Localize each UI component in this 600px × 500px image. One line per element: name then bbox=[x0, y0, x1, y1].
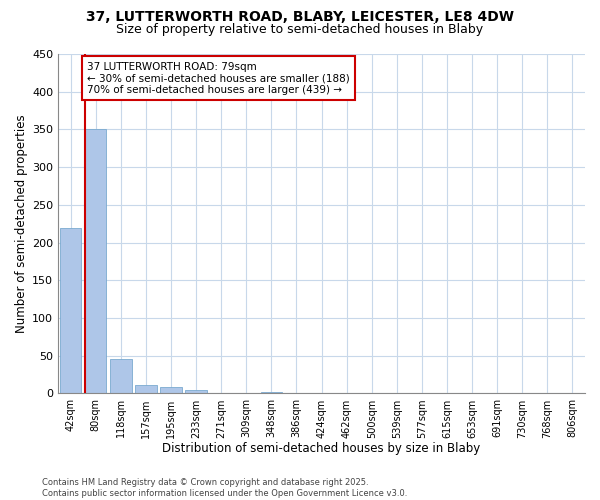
Bar bbox=[160, 388, 182, 394]
Text: 37, LUTTERWORTH ROAD, BLABY, LEICESTER, LE8 4DW: 37, LUTTERWORTH ROAD, BLABY, LEICESTER, … bbox=[86, 10, 514, 24]
Bar bbox=[261, 392, 282, 394]
Bar bbox=[185, 390, 207, 394]
Bar bbox=[85, 130, 106, 394]
Text: Size of property relative to semi-detached houses in Blaby: Size of property relative to semi-detach… bbox=[116, 22, 484, 36]
Bar bbox=[60, 228, 82, 394]
Bar bbox=[135, 385, 157, 394]
Bar bbox=[562, 392, 583, 394]
Bar bbox=[110, 359, 131, 394]
X-axis label: Distribution of semi-detached houses by size in Blaby: Distribution of semi-detached houses by … bbox=[163, 442, 481, 455]
Text: 37 LUTTERWORTH ROAD: 79sqm
← 30% of semi-detached houses are smaller (188)
70% o: 37 LUTTERWORTH ROAD: 79sqm ← 30% of semi… bbox=[87, 62, 350, 94]
Bar bbox=[211, 392, 232, 394]
Y-axis label: Number of semi-detached properties: Number of semi-detached properties bbox=[15, 114, 28, 333]
Text: Contains HM Land Registry data © Crown copyright and database right 2025.
Contai: Contains HM Land Registry data © Crown c… bbox=[42, 478, 407, 498]
